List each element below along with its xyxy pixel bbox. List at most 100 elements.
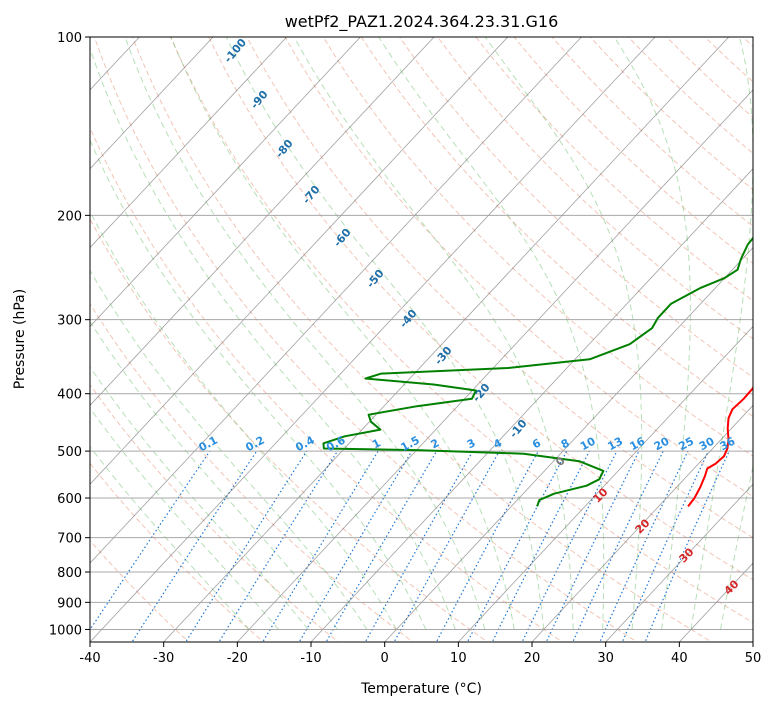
x-tick-label: 10 <box>450 651 467 666</box>
mixing-ratio-line <box>325 450 438 642</box>
y-axis-label: Pressure (hPa) <box>12 289 28 389</box>
isotherm <box>90 37 361 328</box>
moist-adiabat <box>90 320 338 630</box>
mixing-ratio-line <box>466 450 568 642</box>
isotherm <box>605 483 753 642</box>
moist-adiabat <box>378 37 605 630</box>
mixing-ratio-line <box>491 450 591 642</box>
chart-title: wetPf2_PAZ1.2024.364.23.31.G16 <box>285 12 559 32</box>
isotherm <box>531 404 753 642</box>
moist-adiabat <box>90 139 427 630</box>
mixing-ratio-line <box>262 450 379 642</box>
moist-adiabat <box>720 464 753 630</box>
dry-adiabat <box>399 37 753 378</box>
y-tick-label: 800 <box>57 566 82 581</box>
dry-adiabat-label: -60 <box>331 226 354 250</box>
temperature-line <box>687 385 753 508</box>
dry-adiabat <box>284 37 753 498</box>
moist-adiabat-label: 10 <box>591 485 611 505</box>
x-tick-label: -10 <box>300 651 321 666</box>
dry-adiabat-label: -10 <box>507 417 530 441</box>
moist-adiabat <box>293 37 574 630</box>
mixing-ratio-line <box>131 450 258 642</box>
mixing-ratio-label: 4 <box>491 436 504 451</box>
moist-adiabat-label: 20 <box>633 516 653 536</box>
dry-adiabat-label: -50 <box>364 267 387 291</box>
y-tick-label: 900 <box>57 596 82 611</box>
mixing-ratio-label: 13 <box>605 435 625 454</box>
dry-adiabat <box>322 37 753 457</box>
moist-adiabat <box>613 37 691 630</box>
mixing-ratio-line <box>599 450 689 642</box>
dry-adiabat-label: -20 <box>470 381 493 405</box>
x-tick-label: -30 <box>153 651 174 666</box>
isotherm <box>384 247 753 642</box>
moist-adiabat <box>690 37 753 630</box>
isotherm <box>90 37 582 564</box>
mixing-ratio-line <box>572 450 664 642</box>
dry-adiabat <box>208 37 753 581</box>
isotherm <box>90 37 509 485</box>
dewpoint-line <box>322 236 753 507</box>
y-tick-label: 400 <box>57 388 82 403</box>
isotherm <box>310 168 753 642</box>
dry-adiabat <box>742 37 753 47</box>
mixing-ratio-label: 25 <box>676 435 696 454</box>
x-tick-label: 0 <box>381 651 389 666</box>
dry-adiabat <box>90 462 265 642</box>
mixing-ratio-label: 16 <box>628 434 648 453</box>
mixing-ratio-line <box>545 450 640 642</box>
mixing-ratio-label: 20 <box>652 434 672 453</box>
dry-adiabat-label: -80 <box>273 137 296 161</box>
isotherm <box>90 37 288 249</box>
background-lines <box>90 37 753 642</box>
y-tick-label: 600 <box>57 492 82 507</box>
dry-adiabat <box>90 383 339 642</box>
dry-adiabat-label: -90 <box>248 88 271 112</box>
y-tick-label: 1000 <box>49 623 82 638</box>
mixing-ratio-line <box>90 450 211 631</box>
mixing-ratio-label: 3 <box>465 436 478 451</box>
x-tick-label: -40 <box>79 651 100 666</box>
x-tick-label: 40 <box>671 651 688 666</box>
dry-adiabat <box>131 37 713 642</box>
dry-adiabat-label: -30 <box>432 344 455 368</box>
mixing-ratio-label: 10 <box>578 434 598 453</box>
y-tick-label: 300 <box>57 314 82 329</box>
dry-adiabat <box>90 302 414 642</box>
dry-adiabat <box>93 37 638 642</box>
mixing-ratio-line <box>435 450 539 642</box>
moist-adiabat <box>170 37 515 630</box>
x-tick-label: 30 <box>597 651 614 666</box>
dry-adiabat-label: -100 <box>221 36 249 66</box>
plot-frame <box>89 36 754 643</box>
isotherm <box>90 37 214 170</box>
mixing-ratio-label: 36 <box>718 434 738 453</box>
mixing-ratio-line <box>218 450 339 642</box>
dry-adiabat <box>513 37 753 264</box>
mixing-ratio-label: 2 <box>429 436 442 451</box>
profile-lines <box>322 236 753 508</box>
mixing-ratio-line <box>298 450 413 642</box>
moist-adiabat <box>90 46 456 630</box>
y-tick-label: 100 <box>57 31 82 46</box>
isotherm <box>236 89 753 642</box>
isotherm <box>752 641 753 642</box>
dry-adiabat-label: -40 <box>397 307 420 331</box>
moist-adiabat-label: 40 <box>722 577 742 597</box>
x-tick-label: 20 <box>524 651 541 666</box>
y-tick-label: 700 <box>57 532 82 547</box>
isotherm <box>90 37 656 642</box>
moist-adiabat <box>90 210 397 630</box>
moist-adiabat <box>484 37 643 630</box>
isotherm <box>90 37 435 406</box>
dry-adiabat-label: -70 <box>300 183 323 207</box>
mixing-ratio-line <box>185 450 308 642</box>
dry-adiabat <box>360 37 753 418</box>
dry-adiabat <box>246 37 753 539</box>
mixing-ratio-label: 6 <box>530 436 543 451</box>
axes: -40 -30 -20 -10 0 10 20 30 40 5010020030040050060… <box>49 31 761 666</box>
dry-adiabat <box>475 37 753 302</box>
mixing-ratio-label: 30 <box>697 434 717 453</box>
